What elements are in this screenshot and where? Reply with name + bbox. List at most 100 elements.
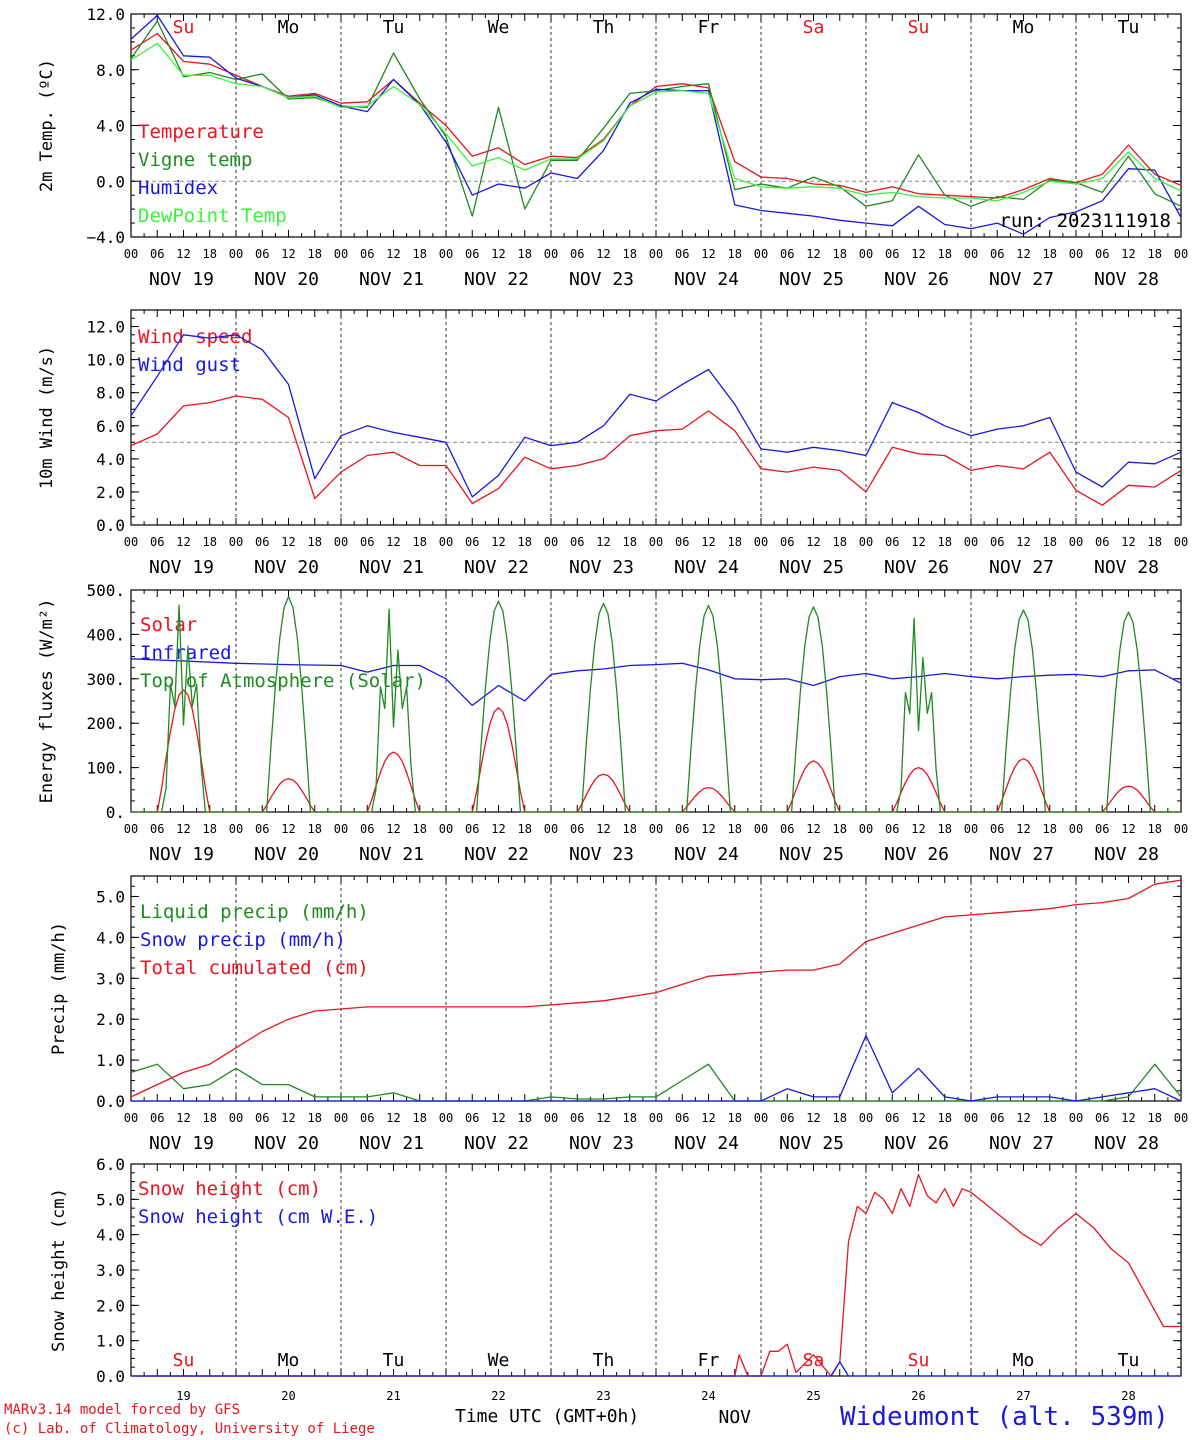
hour-tick-label: 00 — [754, 822, 768, 836]
date-label: NOV 27 — [989, 269, 1054, 290]
hour-tick-label: 12 — [176, 1111, 190, 1125]
hour-tick-label: 18 — [413, 822, 427, 836]
hour-tick-label: 12 — [491, 247, 505, 261]
hour-tick-label: 06 — [570, 247, 584, 261]
hour-tick-label: 00 — [649, 822, 663, 836]
hour-tick-label: 18 — [203, 535, 217, 549]
hour-tick-label: 12 — [806, 1111, 820, 1125]
weekday-label: Tu — [1118, 17, 1140, 38]
plot-frame — [130, 13, 1182, 238]
date-label: NOV 26 — [884, 844, 949, 865]
legend-entry: Liquid precip (mm/h) — [140, 901, 369, 923]
hour-tick-label: 12 — [701, 1111, 715, 1125]
y-tick-label: 500. — [86, 581, 125, 600]
y-tick-label: 12.0 — [86, 5, 125, 24]
hour-tick-label: 06 — [150, 1111, 164, 1125]
hour-tick-label: 06 — [150, 535, 164, 549]
hour-tick-label: 12 — [701, 822, 715, 836]
hour-tick-label: 00 — [1069, 822, 1083, 836]
weekday-label: Mo — [278, 1350, 300, 1371]
hour-tick-label: 06 — [885, 1111, 899, 1125]
hour-tick-label: 06 — [465, 822, 479, 836]
y-tick-label: 4.0 — [96, 117, 125, 136]
date-label: NOV 23 — [569, 1133, 634, 1154]
hour-tick-label: 12 — [176, 535, 190, 549]
hour-tick-label: 18 — [1043, 535, 1057, 549]
hour-tick-label: 00 — [544, 247, 558, 261]
hour-tick-label: 00 — [124, 247, 138, 261]
hour-tick-label: 00 — [544, 535, 558, 549]
date-label: NOV 22 — [464, 557, 529, 578]
hour-tick-label: 12 — [176, 247, 190, 261]
hour-tick-label: 06 — [1095, 247, 1109, 261]
day-number-label: 21 — [386, 1389, 400, 1403]
hour-tick-label: 00 — [859, 247, 873, 261]
date-label: NOV 23 — [569, 844, 634, 865]
day-number-label: 19 — [176, 1389, 190, 1403]
hour-tick-label: 12 — [596, 822, 610, 836]
day-number-label: 25 — [806, 1389, 820, 1403]
y-tick-label: 5.0 — [96, 1190, 125, 1209]
legend-entry: Snow height (cm) — [138, 1178, 321, 1200]
y-axis-label: 10m Wind (m/s) — [37, 346, 57, 489]
date-label: NOV 19 — [149, 1133, 214, 1154]
weekday-label: We — [488, 17, 510, 38]
date-label: NOV 28 — [1094, 269, 1159, 290]
hour-tick-label: 06 — [675, 822, 689, 836]
date-label: NOV 21 — [359, 1133, 424, 1154]
hour-tick-label: 18 — [1148, 822, 1162, 836]
hour-tick-label: 00 — [649, 247, 663, 261]
hour-tick-label: 06 — [360, 1111, 374, 1125]
y-tick-label: 2.0 — [96, 483, 125, 502]
hour-tick-label: 18 — [518, 1111, 532, 1125]
date-label: NOV 25 — [779, 844, 844, 865]
y-tick-label: 4.0 — [96, 450, 125, 469]
date-label: NOV 25 — [779, 269, 844, 290]
y-tick-label: 3.0 — [96, 969, 125, 988]
legend-entry: Humidex — [138, 177, 218, 199]
y-tick-label: 6.0 — [96, 1155, 125, 1174]
date-label: NOV 20 — [254, 269, 319, 290]
hour-tick-label: 12 — [281, 247, 295, 261]
hour-tick-label: 00 — [1069, 1111, 1083, 1125]
hour-tick-label: 00 — [439, 535, 453, 549]
hour-tick-label: 06 — [780, 1111, 794, 1125]
hour-tick-label: 18 — [203, 822, 217, 836]
hour-tick-label: 00 — [334, 247, 348, 261]
y-axis-label: 2m Temp. (ºC) — [37, 59, 57, 192]
weekday-label: Mo — [1013, 17, 1035, 38]
y-tick-label: 8.0 — [96, 384, 125, 403]
hour-tick-label: 06 — [675, 1111, 689, 1125]
hour-tick-label: 18 — [728, 247, 742, 261]
hour-tick-label: 06 — [255, 535, 269, 549]
hour-tick-label: 00 — [229, 535, 243, 549]
hour-tick-label: 18 — [938, 535, 952, 549]
weekday-label: Mo — [278, 17, 300, 38]
hour-tick-label: 00 — [124, 1111, 138, 1125]
hour-tick-label: 06 — [990, 822, 1004, 836]
hour-tick-label: 06 — [465, 1111, 479, 1125]
y-tick-label: 1.0 — [96, 1051, 125, 1070]
legend-entry: Total cumulated (cm) — [140, 957, 369, 979]
hour-tick-label: 06 — [1095, 822, 1109, 836]
hour-tick-label: 00 — [229, 247, 243, 261]
legend-entry: Temperature — [138, 121, 264, 143]
hour-tick-label: 18 — [728, 822, 742, 836]
hour-tick-label: 18 — [938, 1111, 952, 1125]
weekday-label: Su — [908, 17, 930, 38]
y-tick-label: 0.0 — [96, 1367, 125, 1386]
hour-tick-label: 00 — [859, 535, 873, 549]
model-credit: MARv3.14 model forced by GFS — [4, 1402, 241, 1418]
hour-tick-label: 06 — [255, 822, 269, 836]
hour-tick-label: 12 — [1121, 822, 1135, 836]
hour-tick-label: 12 — [806, 247, 820, 261]
hour-tick-label: 00 — [964, 247, 978, 261]
weekday-label: Th — [593, 1350, 615, 1371]
hour-tick-label: 18 — [1148, 535, 1162, 549]
weekday-label: Fr — [698, 1350, 720, 1371]
hour-tick-label: 00 — [439, 1111, 453, 1125]
y-tick-label: 300. — [86, 670, 125, 689]
series-line-liquid-precip-mm-h- — [130, 1063, 1182, 1102]
hour-tick-label: 18 — [413, 247, 427, 261]
